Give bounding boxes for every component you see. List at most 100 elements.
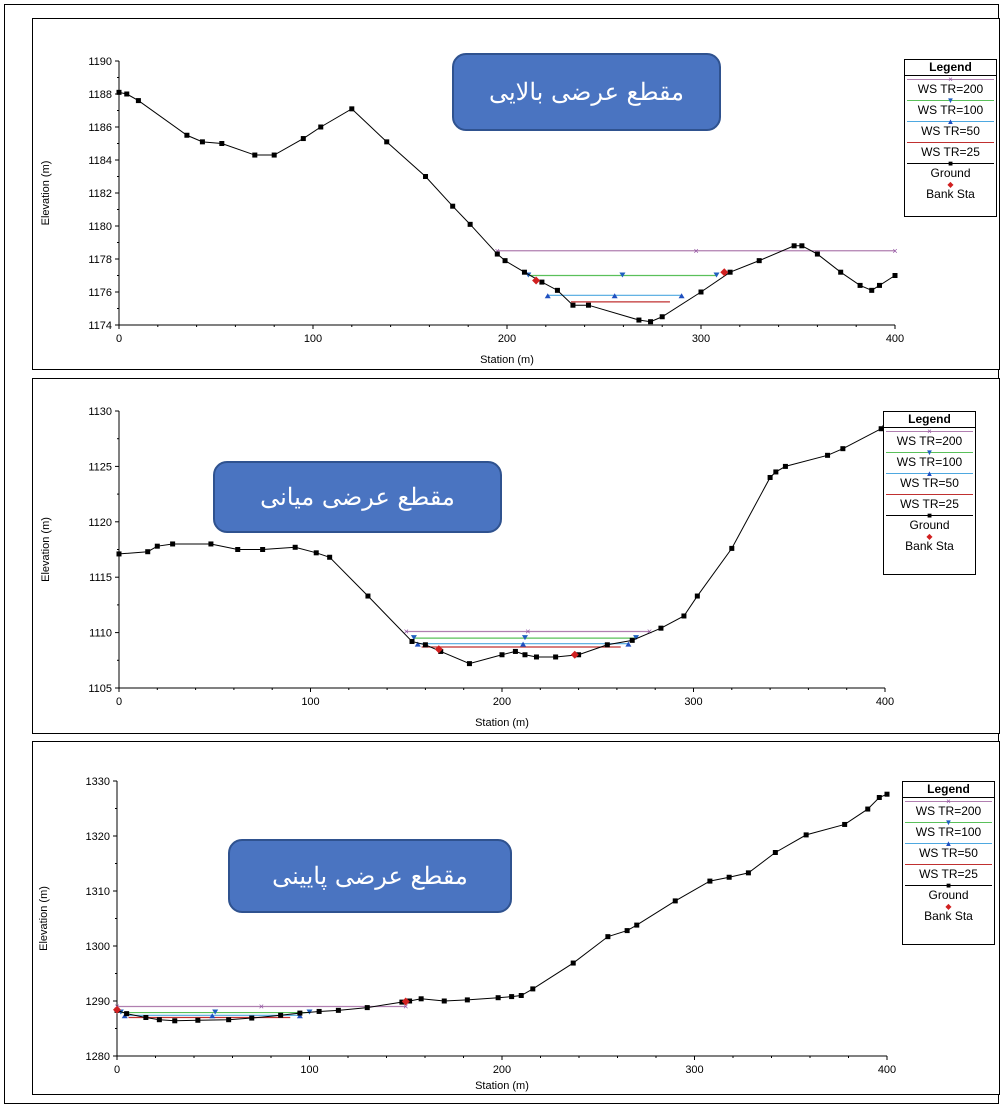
legend-marker-icon: ▼ bbox=[944, 818, 953, 827]
legend-line bbox=[886, 473, 973, 474]
ground-point bbox=[409, 638, 415, 644]
x-tick-label: 200 bbox=[498, 333, 516, 345]
ground-point bbox=[814, 251, 820, 257]
ground-point bbox=[803, 832, 809, 838]
y-tick-label: 1310 bbox=[86, 886, 110, 898]
ws-tr200-marker: × bbox=[892, 246, 897, 256]
ground-point bbox=[335, 1007, 341, 1013]
legend-item: WS TR=25 bbox=[905, 139, 996, 160]
x-tick-label: 300 bbox=[692, 333, 710, 345]
legend-item: ▼ WS TR=100 bbox=[903, 819, 994, 840]
ground-point bbox=[399, 999, 405, 1005]
ground-point bbox=[767, 474, 773, 480]
legend-marker-icon: × bbox=[927, 427, 932, 436]
ws-tr200-marker: × bbox=[647, 626, 652, 636]
legend-marker-icon: × bbox=[948, 75, 953, 84]
middle-section-title: مقطع عرضی میانی bbox=[213, 461, 502, 533]
legend-marker-icon: ◆ bbox=[926, 532, 933, 541]
y-tick-label: 1300 bbox=[86, 941, 110, 953]
ground-point bbox=[278, 1012, 284, 1018]
ground-point bbox=[840, 446, 846, 452]
ground-point bbox=[825, 452, 831, 458]
legend-title: Legend bbox=[903, 782, 994, 798]
y-tick-label: 1110 bbox=[89, 628, 112, 640]
x-tick-label: 400 bbox=[878, 1064, 896, 1076]
legend-item: ▼ WS TR=100 bbox=[905, 97, 996, 118]
legend-label: WS TR=25 bbox=[900, 497, 959, 511]
legend-item: ◆ Bank Sta bbox=[903, 903, 994, 924]
legend-label: Bank Sta bbox=[905, 539, 954, 553]
legend-label: WS TR=100 bbox=[915, 825, 982, 839]
ground-point bbox=[154, 543, 160, 549]
ground-point bbox=[865, 806, 871, 812]
ground-point bbox=[422, 642, 428, 648]
bank-station-point bbox=[720, 268, 729, 277]
ground-point bbox=[604, 642, 610, 648]
legend-line bbox=[886, 494, 973, 495]
y-tick-label: 1330 bbox=[86, 776, 110, 788]
ws-tr50-marker bbox=[414, 641, 421, 647]
ground-point bbox=[745, 870, 751, 876]
ground-point bbox=[878, 426, 884, 432]
ws-tr100-marker bbox=[619, 272, 626, 278]
bank-station-point bbox=[434, 645, 443, 654]
ground-point bbox=[300, 136, 306, 142]
legend-line bbox=[907, 79, 994, 80]
ground-point bbox=[195, 1017, 201, 1023]
x-tick-label: 100 bbox=[300, 1064, 318, 1076]
legend-item: WS TR=25 bbox=[884, 491, 975, 512]
x-axis-label: Station (m) bbox=[475, 1080, 529, 1092]
ws-tr200-marker: × bbox=[694, 246, 699, 256]
ws-tr200-marker: × bbox=[495, 246, 500, 256]
ground-point bbox=[124, 91, 130, 97]
y-axis-label: Elevation (m) bbox=[38, 886, 50, 951]
ground-point bbox=[249, 1015, 255, 1021]
x-tick-label: 300 bbox=[685, 1064, 703, 1076]
legend-marker-icon: ■ bbox=[946, 881, 951, 890]
ground-point bbox=[313, 550, 319, 556]
ws-tr50-marker bbox=[520, 641, 527, 647]
ground-point bbox=[659, 314, 665, 320]
legend-line bbox=[905, 864, 992, 865]
ground-point bbox=[441, 998, 447, 1004]
x-tick-label: 200 bbox=[493, 1064, 511, 1076]
x-tick-label: 300 bbox=[684, 696, 702, 708]
ground-point bbox=[499, 652, 505, 658]
ground-point bbox=[502, 258, 508, 264]
ground-point bbox=[292, 544, 298, 550]
y-tick-label: 1130 bbox=[88, 406, 112, 418]
x-tick-label: 100 bbox=[304, 333, 322, 345]
lower-section-legend: Legend × WS TR=200 ▼ WS TR=100 ▲ WS TR=50 WS TR… bbox=[902, 781, 995, 945]
ground-point bbox=[495, 995, 501, 1001]
legend-label: WS TR=50 bbox=[919, 846, 978, 860]
x-tick-label: 0 bbox=[114, 1064, 120, 1076]
y-tick-label: 1280 bbox=[86, 1051, 110, 1063]
legend-marker-icon: ◆ bbox=[947, 180, 954, 189]
ground-point bbox=[464, 997, 470, 1003]
ground-point bbox=[658, 625, 664, 631]
ground-point bbox=[521, 269, 527, 275]
legend-label: Ground bbox=[930, 166, 971, 180]
legend-item: ■ Ground bbox=[903, 882, 994, 903]
ground-point bbox=[219, 141, 225, 146]
ground-point bbox=[634, 922, 640, 928]
ground-point bbox=[235, 547, 241, 552]
ground-point bbox=[450, 203, 456, 209]
legend-item: ▲ WS TR=50 bbox=[884, 470, 975, 491]
legend-marker-icon: ▲ bbox=[946, 117, 955, 126]
ground-point bbox=[208, 541, 214, 547]
legend-marker-icon: ■ bbox=[948, 159, 953, 168]
legend-label: WS TR=100 bbox=[896, 455, 963, 469]
ground-point bbox=[365, 593, 371, 599]
y-tick-label: 1184 bbox=[88, 155, 112, 167]
ws-tr100-marker bbox=[212, 1009, 219, 1015]
x-tick-label: 100 bbox=[301, 696, 319, 708]
ground-point bbox=[466, 661, 472, 667]
ground-point bbox=[143, 1015, 149, 1020]
legend-label: Bank Sta bbox=[924, 909, 973, 923]
middle-section-chart: 1105 1110 1115 1120 1125 1130 0 100 200 300 400 Sta… bbox=[40, 406, 894, 729]
ground-point bbox=[252, 152, 258, 158]
legend-item: ◆ Bank Sta bbox=[884, 533, 975, 554]
y-tick-label: 1105 bbox=[88, 683, 112, 695]
y-tick-label: 1120 bbox=[88, 517, 112, 529]
